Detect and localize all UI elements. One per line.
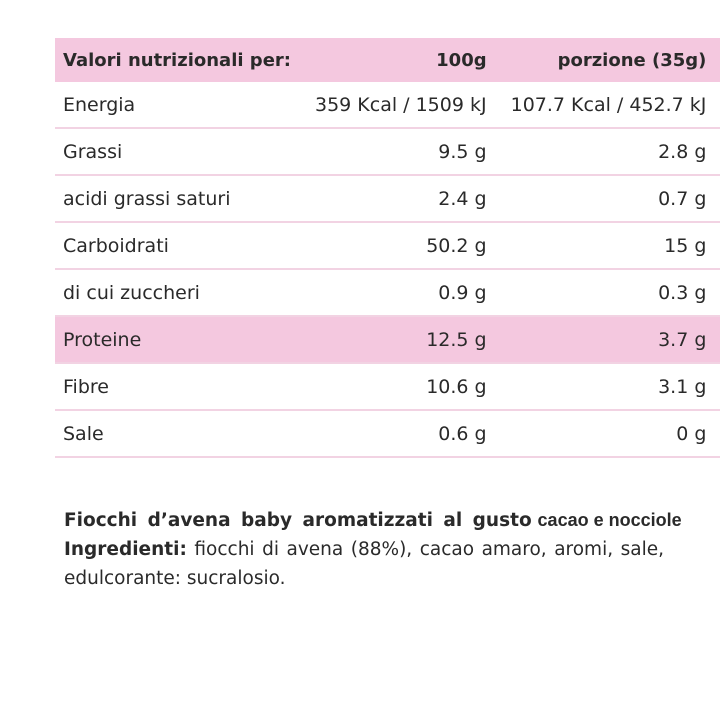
product-flavor: cacao e nocciole — [537, 510, 682, 530]
table-cell: 9.5 g — [306, 128, 503, 176]
table-row: di cui zuccheri 0.9 g 0.3 g — [55, 269, 720, 317]
table-row: Energia 359 Kcal / 1509 kJ 107.7 Kcal / 45… — [55, 82, 720, 129]
table-row: Proteine 12.5 g 3.7 g — [55, 316, 720, 364]
product-title: Fiocchi d’avena baby aromatizzati al gus… — [64, 510, 532, 531]
table-cell: 3.1 g — [502, 363, 720, 411]
table-row: acidi grassi saturi 2.4 g 0.7 g — [55, 175, 720, 223]
table-cell: Proteine — [55, 316, 307, 364]
table-row: Carboidrati 50.2 g 15 g — [55, 222, 720, 270]
table-cell: di cui zuccheri — [55, 269, 307, 317]
table-cell: 0.9 g — [306, 269, 503, 317]
table-row: Grassi 9.5 g 2.8 g — [55, 128, 720, 176]
ingredients-text: fiocchi di avena (88%), cacao amaro, aro… — [64, 539, 664, 589]
table-cell: 3.7 g — [502, 316, 720, 364]
table-cell: 107.7 Kcal / 452.7 kJ — [502, 82, 720, 129]
ingredients-label: Ingredienti: — [64, 539, 187, 560]
table-cell: Sale — [55, 410, 307, 458]
table-cell: 2.4 g — [306, 175, 503, 223]
product-title-line: Fiocchi d’avena baby aromatizzati al gus… — [64, 506, 704, 535]
table-cell: Fibre — [55, 363, 307, 411]
table-cell: Grassi — [55, 128, 307, 176]
nutrition-table: Valori nutrizionali per: 100g porzione (35… — [55, 38, 720, 458]
table-cell: 12.5 g — [306, 316, 503, 364]
product-description: Fiocchi d’avena baby aromatizzati al gus… — [64, 506, 704, 593]
table-cell: Carboidrati — [55, 222, 307, 270]
table-cell: 0.6 g — [306, 410, 503, 458]
table-cell: 0.7 g — [502, 175, 720, 223]
table-cell: 2.8 g — [502, 128, 720, 176]
table-cell: 10.6 g — [306, 363, 503, 411]
header-row: Valori nutrizionali per: 100g porzione (35… — [55, 38, 720, 82]
table-cell: Energia — [55, 82, 307, 129]
header-cell: Valori nutrizionali per: — [55, 38, 307, 82]
header-cell: porzione (35g) — [502, 38, 720, 82]
table-cell: 50.2 g — [306, 222, 503, 270]
table-cell: 0.3 g — [502, 269, 720, 317]
table-cell: 359 Kcal / 1509 kJ — [306, 82, 503, 129]
ingredients: Ingredienti: fiocchi di avena (88%), cac… — [64, 535, 664, 593]
table-cell: 15 g — [502, 222, 720, 270]
table-cell: 0 g — [502, 410, 720, 458]
header-cell: 100g — [306, 38, 503, 82]
table-row: Fibre 10.6 g 3.1 g — [55, 363, 720, 411]
table-cell: acidi grassi saturi — [55, 175, 307, 223]
